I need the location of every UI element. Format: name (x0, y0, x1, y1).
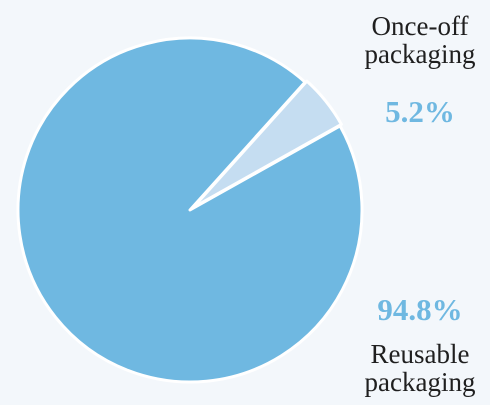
slice-value-reusable: 94.8% (377, 292, 463, 327)
slice-label-reusable-line2: packaging (364, 367, 476, 398)
slice-label-once-off: Once-off packaging (350, 12, 490, 69)
slice-value-once-off: 5.2% (385, 94, 455, 129)
slice-label-reusable-line1: Reusable (370, 339, 470, 369)
slice-label-once-off-line2: packaging (364, 39, 476, 70)
pie-slice-once-off (191, 79, 343, 210)
slice-label-once-off-line1: Once-off (371, 11, 469, 41)
pie-slice-reusable (16, 36, 364, 384)
slice-label-reusable: Reusable packaging (350, 340, 490, 397)
